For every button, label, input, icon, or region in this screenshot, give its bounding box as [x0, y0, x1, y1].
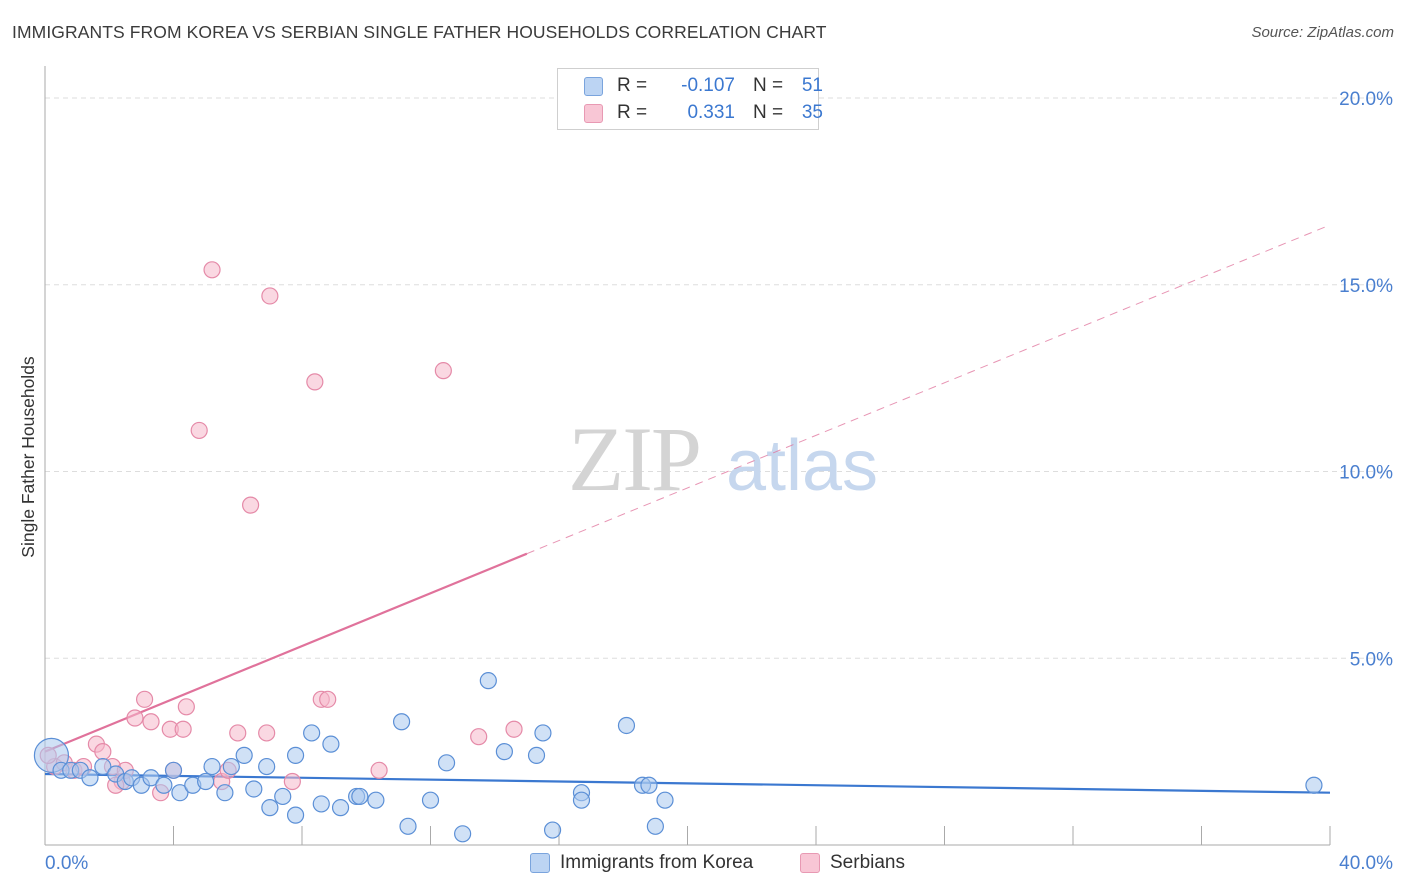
point-serbians — [177, 698, 195, 716]
point-serbians — [470, 728, 488, 746]
point-korea — [527, 746, 546, 764]
legend-n-label: N = — [753, 102, 784, 123]
point-korea — [640, 776, 658, 794]
point-korea — [331, 799, 350, 817]
x-tick-label-min: 0.0% — [45, 853, 88, 874]
chart-title: IMMIGRANTS FROM KOREA VS SERBIAN SINGLE … — [12, 22, 827, 42]
legend-n-label: N = — [753, 75, 784, 96]
point-serbians — [126, 709, 144, 727]
trend-line-serbians — [44, 552, 528, 753]
point-korea — [351, 787, 369, 806]
correlation-legend: R = -0.107 N = 51 R = 0.331 N = 35 — [557, 68, 823, 130]
y-axis-label: Single Father Households — [18, 356, 38, 558]
point-korea — [261, 799, 279, 817]
point-korea — [155, 776, 173, 794]
point-korea — [312, 795, 330, 813]
point-serbians — [258, 724, 276, 742]
point-korea — [437, 754, 456, 772]
point-serbians — [434, 362, 452, 380]
point-korea — [142, 769, 160, 787]
series-label-serbians: Serbians — [830, 852, 905, 873]
point-korea — [235, 746, 253, 764]
point-korea — [171, 784, 189, 802]
point-korea — [367, 791, 385, 809]
point-korea — [303, 724, 321, 742]
point-korea — [286, 746, 305, 764]
grid-lines — [45, 97, 1395, 659]
point-korea — [495, 743, 513, 761]
point-serbians — [203, 261, 221, 279]
point-korea — [421, 791, 440, 809]
point-korea — [322, 735, 340, 753]
series-legend: Immigrants from Korea Serbians — [0, 850, 1406, 880]
point-korea — [572, 791, 591, 809]
legend-n-value: 35 — [801, 102, 823, 123]
legend-r-label: R = — [617, 75, 648, 96]
x-tick-label-max: 40.0% — [1339, 853, 1393, 874]
tick-labels: 5.0% 10.0% 15.0% 20.0% 0.0% 40.0% — [45, 89, 1393, 874]
point-korea — [454, 825, 472, 843]
legend-r-value: 0.331 — [687, 102, 735, 123]
y-tick-label: 5.0% — [1350, 649, 1393, 670]
point-korea — [399, 817, 417, 835]
point-serbians — [242, 496, 260, 514]
point-korea — [258, 757, 276, 776]
point-serbians — [283, 772, 301, 791]
point-korea — [222, 757, 240, 776]
watermark-atlas: atlas — [726, 426, 878, 506]
point-korea — [197, 772, 215, 791]
point-korea — [656, 791, 674, 809]
point-serbians — [190, 421, 208, 440]
legend-r-label: R = — [617, 102, 648, 123]
point-korea — [94, 757, 112, 776]
data-points — [33, 261, 1323, 843]
chart-source: Source: ZipAtlas.com — [1251, 24, 1394, 41]
point-korea — [479, 672, 497, 690]
legend-n-value: 51 — [801, 75, 823, 96]
y-tick-label: 15.0% — [1339, 276, 1393, 297]
point-serbians — [135, 690, 154, 708]
y-tick-label: 20.0% — [1339, 89, 1393, 110]
point-serbians — [370, 761, 388, 779]
legend-swatch-korea — [584, 76, 603, 96]
legend-r-value: -0.107 — [681, 75, 735, 96]
trend-lines — [44, 224, 1331, 794]
point-serbians — [319, 690, 337, 708]
series-legend-korea[interactable]: Immigrants from Korea — [530, 852, 753, 874]
point-korea — [392, 713, 411, 731]
point-serbians — [261, 287, 279, 305]
point-serbians — [94, 743, 112, 761]
point-serbians — [142, 713, 160, 731]
trend-line-serbians-extrapolated — [526, 224, 1331, 555]
point-serbians — [306, 373, 324, 391]
watermark-zip: ZIP — [568, 408, 700, 510]
point-korea — [203, 757, 221, 776]
point-korea — [216, 784, 234, 802]
series-label-korea: Immigrants from Korea — [560, 852, 754, 873]
point-korea — [286, 806, 305, 824]
y-tick-label: 10.0% — [1339, 463, 1393, 484]
point-serbians — [174, 720, 192, 738]
legend-swatch-serbians — [584, 103, 603, 123]
point-korea — [543, 821, 562, 839]
point-serbians — [505, 720, 523, 738]
point-korea — [534, 724, 552, 742]
point-korea — [1305, 776, 1323, 794]
point-korea — [617, 716, 636, 735]
series-legend-serbians[interactable]: Serbians — [800, 852, 905, 874]
legend-row-korea: R = -0.107 N = 51 — [584, 75, 823, 97]
trend-line-korea — [44, 772, 1331, 794]
watermark: ZIP atlas — [568, 408, 878, 510]
point-korea — [274, 787, 292, 806]
legend-row-serbians: R = 0.331 N = 35 — [584, 102, 823, 124]
point-korea — [81, 769, 99, 787]
point-korea — [164, 761, 183, 779]
point-serbians — [229, 724, 247, 742]
point-korea — [245, 780, 263, 798]
point-korea — [646, 817, 664, 835]
series-swatch-korea — [530, 853, 550, 873]
series-swatch-serbians — [800, 853, 820, 873]
